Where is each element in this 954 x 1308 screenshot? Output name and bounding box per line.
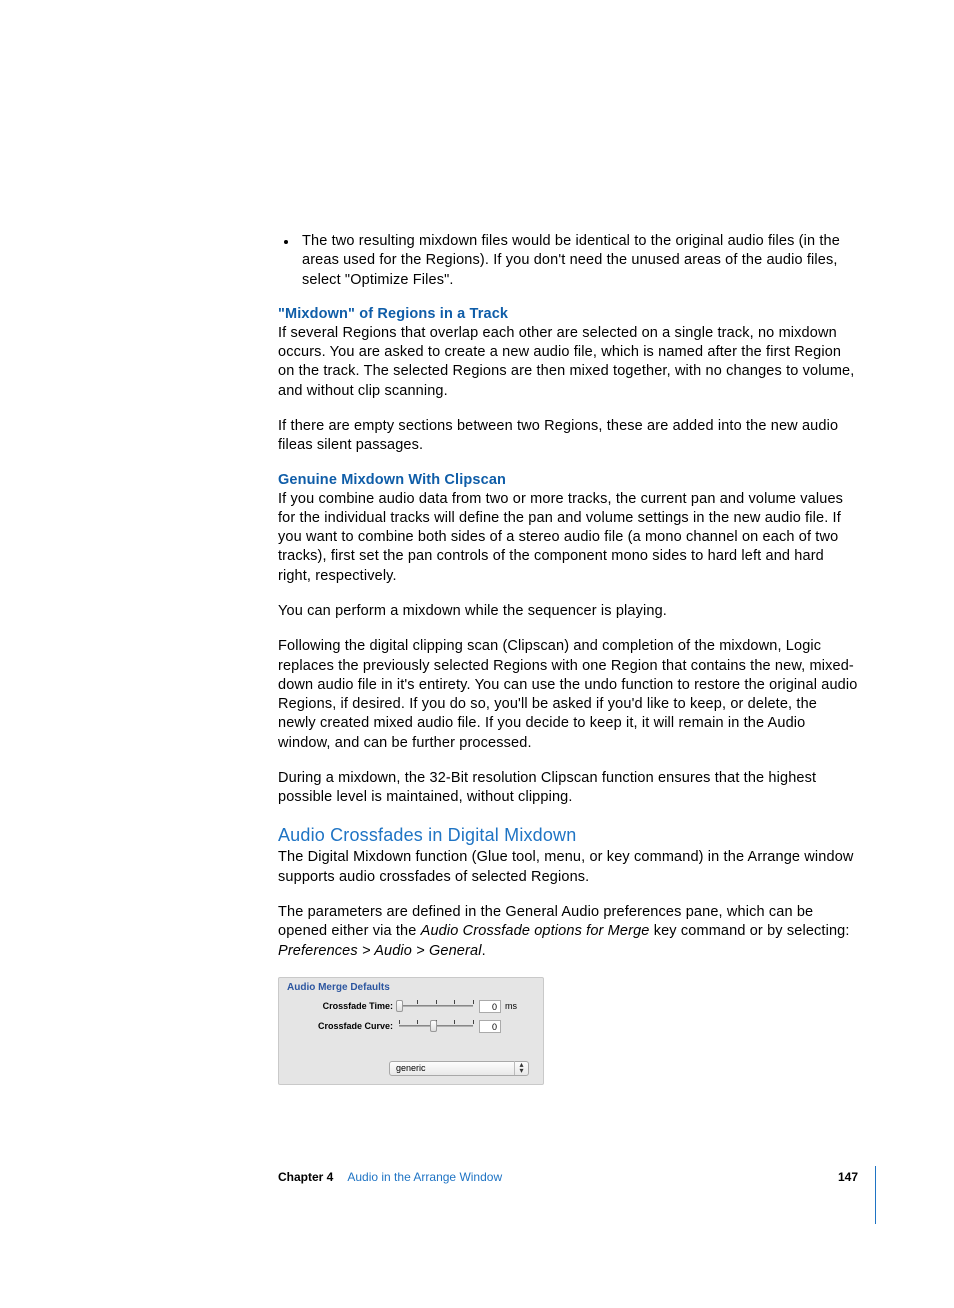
updown-arrows-icon: ▴▾ xyxy=(514,1061,528,1075)
footer-title: Audio in the Arrange Window xyxy=(347,1170,502,1184)
paragraph: If several Regions that overlap each oth… xyxy=(278,324,858,401)
paragraph: If there are empty sections between two … xyxy=(278,417,858,456)
text-italic: Preferences > Audio > General xyxy=(278,943,482,959)
slider-unit: ms xyxy=(505,1001,517,1011)
slider-tick-icon xyxy=(417,1000,418,1004)
paragraph: The Digital Mixdown function (Glue tool,… xyxy=(278,848,858,887)
text-italic: Audio Crossfade options for Merge xyxy=(421,923,650,939)
slider-tick-icon xyxy=(473,1020,474,1024)
text: key command or by selecting: xyxy=(650,923,850,939)
subheading-clipscan: Genuine Mixdown With Clipscan xyxy=(278,472,858,488)
paragraph: Following the digital clipping scan (Cli… xyxy=(278,637,858,753)
paragraph: During a mixdown, the 32-Bit resolution … xyxy=(278,769,858,808)
crossfade-time-row: Crossfade Time: 0 ms xyxy=(287,1000,535,1013)
paragraph: You can perform a mixdown while the sequ… xyxy=(278,602,858,621)
bullet-text: The two resulting mixdown files would be… xyxy=(302,232,858,290)
audio-merge-defaults-panel: Audio Merge Defaults Crossfade Time: 0 m… xyxy=(278,977,544,1085)
panel-dropdown[interactable]: generic ▴▾ xyxy=(389,1061,529,1076)
subheading-mixdown-track: "Mixdown" of Regions in a Track xyxy=(278,306,858,322)
bullet-item: The two resulting mixdown files would be… xyxy=(278,232,858,290)
section-title-crossfades: Audio Crossfades in Digital Mixdown xyxy=(278,825,858,846)
crossfade-curve-value[interactable]: 0 xyxy=(479,1020,501,1033)
slider-tick-icon xyxy=(417,1020,418,1024)
slider-tick-icon xyxy=(473,1000,474,1004)
slider-tick-icon xyxy=(436,1000,437,1004)
slider-tick-icon xyxy=(454,1020,455,1024)
crossfade-curve-row: Crossfade Curve: 0 xyxy=(287,1020,535,1033)
paragraph: The parameters are defined in the Genera… xyxy=(278,903,858,961)
crossfade-curve-slider[interactable] xyxy=(399,1020,473,1032)
page-content: The two resulting mixdown files would be… xyxy=(278,232,858,1085)
slider-thumb-icon[interactable] xyxy=(396,1000,403,1012)
panel-title: Audio Merge Defaults xyxy=(287,982,535,993)
crossfade-time-slider[interactable] xyxy=(399,1000,473,1012)
slider-thumb-icon[interactable] xyxy=(430,1020,437,1032)
dropdown-value: generic xyxy=(396,1062,426,1075)
footer-chapter: Chapter 4 xyxy=(278,1170,333,1184)
footer-page-number: 147 xyxy=(838,1170,858,1184)
crossfade-time-value[interactable]: 0 xyxy=(479,1000,501,1013)
text: . xyxy=(482,943,486,959)
slider-track-icon xyxy=(399,1005,473,1007)
slider-tick-icon xyxy=(454,1000,455,1004)
slider-label: Crossfade Curve: xyxy=(317,1021,393,1031)
bullet-dot-icon xyxy=(284,240,288,244)
page-footer: Chapter 4 Audio in the Arrange Window 14… xyxy=(278,1170,858,1184)
slider-tick-icon xyxy=(399,1020,400,1024)
slider-label: Crossfade Time: xyxy=(317,1001,393,1011)
footer-accent-bar-icon xyxy=(875,1166,876,1224)
paragraph: If you combine audio data from two or mo… xyxy=(278,490,858,586)
